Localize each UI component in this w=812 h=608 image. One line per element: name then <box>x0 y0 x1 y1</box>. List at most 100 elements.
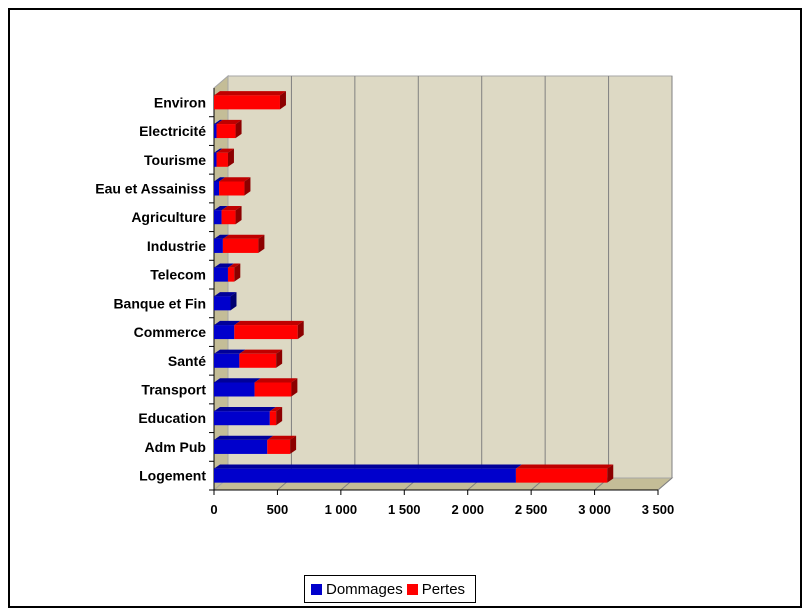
bar-top-pertes <box>267 435 297 440</box>
bar-top-dommages <box>214 148 223 153</box>
bar-top-pertes <box>219 177 251 182</box>
bar-end-pertes <box>227 148 234 167</box>
bar-end-pertes <box>276 349 283 368</box>
bar-top-pertes <box>222 234 265 239</box>
bar-dommages <box>214 238 223 253</box>
bar-end-pertes <box>235 119 242 139</box>
chart-frame: 0 500 1 000 1 500 2 000 2 500 3 000 3 500 Logeme… <box>8 8 802 608</box>
plot-back-wall <box>227 75 673 479</box>
bar-top-dommages <box>214 435 274 440</box>
bar-pertes <box>222 238 259 253</box>
bar-top-dommages <box>214 378 261 383</box>
x-tick-label: 1 000 <box>325 502 358 517</box>
bar-end-pertes <box>244 177 251 196</box>
bar-end-pertes <box>291 378 298 397</box>
legend-label-dommages: Dommages <box>326 580 403 598</box>
bar-dommages <box>214 181 220 196</box>
bar-dommages <box>214 210 222 225</box>
bar-end-pertes <box>297 320 304 340</box>
bar-pertes <box>221 210 236 225</box>
bar-dommages <box>214 296 231 311</box>
category-label: Commerce <box>134 324 207 340</box>
bar-top-dommages <box>214 206 228 211</box>
bar-top-dommages <box>214 234 229 239</box>
bar-top-pertes <box>214 91 286 96</box>
category-label: Banque et Fin <box>113 295 206 311</box>
bar-end-pertes <box>607 464 614 483</box>
bar-dommages <box>214 382 255 397</box>
category-label: Eau et Assainiss <box>95 181 206 197</box>
bar-dommages <box>214 152 217 167</box>
category-label: Adm Pub <box>145 439 206 455</box>
bar-top-dommages <box>214 320 241 326</box>
bar-top-pertes <box>239 349 283 354</box>
bar-top-dommages <box>214 349 246 354</box>
gridline-floor <box>657 477 673 491</box>
bar-top-dommages <box>214 177 226 182</box>
bar-end-pertes <box>235 206 242 225</box>
bar-pertes <box>234 325 298 340</box>
bar-chart: 0 500 1 000 1 500 2 000 2 500 3 000 3 500 Logeme… <box>95 74 675 517</box>
bar-pertes <box>216 152 228 167</box>
bar-dommages <box>214 124 217 139</box>
plot-side-wall <box>213 74 229 492</box>
bar-top-pertes <box>254 378 298 383</box>
bar-pertes <box>254 382 292 397</box>
bar-dommages <box>214 468 516 483</box>
legend-item-pertes: Pertes <box>406 580 466 598</box>
category-label: Transport <box>141 382 206 398</box>
bar-top-dommages <box>214 292 237 297</box>
bar-top-pertes <box>515 464 614 469</box>
bar-top-pertes <box>227 263 241 268</box>
bar-top-pertes <box>234 320 304 326</box>
bar-dommages <box>214 353 240 368</box>
bar-top-dommages <box>214 119 223 125</box>
bar-top-pertes <box>216 148 234 153</box>
bar-top-dommages <box>214 263 234 268</box>
bar-pertes <box>227 267 235 282</box>
bar-end-pertes <box>279 91 286 110</box>
bar-pertes <box>219 181 245 196</box>
bar-end-pertes <box>234 263 241 282</box>
bar-top-dommages <box>214 464 522 469</box>
x-tick-label: 3 000 <box>578 502 611 517</box>
bar-dommages <box>214 439 268 454</box>
bar-dommages <box>214 267 228 282</box>
category-label: Industrie <box>147 238 206 254</box>
bar-top-dommages <box>214 407 276 412</box>
bar-top-pertes <box>216 119 242 125</box>
x-tick-label: 500 <box>267 502 289 517</box>
x-tick-label: 0 <box>210 502 217 517</box>
category-label: Tourisme <box>144 152 206 168</box>
bar-pertes <box>239 353 277 368</box>
category-label: Electricité <box>139 123 206 139</box>
bar-end-dommages <box>230 292 237 311</box>
bar-pertes <box>267 439 291 454</box>
bar-dommages <box>214 411 270 426</box>
bar-pertes <box>515 468 608 483</box>
x-tick-label: 2 500 <box>515 502 548 517</box>
bar-top-pertes <box>269 407 283 412</box>
x-tick-label: 3 500 <box>642 502 675 517</box>
x-tick-label: 2 000 <box>451 502 484 517</box>
bar-pertes <box>216 124 236 139</box>
bar-pertes <box>214 95 280 110</box>
legend-label-pertes: Pertes <box>421 580 466 598</box>
category-label: Environ <box>154 94 206 110</box>
legend-swatch-pertes <box>406 583 418 595</box>
category-label: Education <box>138 410 206 426</box>
category-label: Logement <box>139 468 206 484</box>
category-label: Agriculture <box>131 209 206 225</box>
category-label: Santé <box>168 353 206 369</box>
bar-end-pertes <box>276 407 283 426</box>
x-tick-label: 1 500 <box>388 502 421 517</box>
bar-end-pertes <box>290 435 297 454</box>
category-label: Telecom <box>150 267 206 283</box>
legend: Dommages Pertes <box>304 575 477 603</box>
legend-item-dommages: Dommages <box>311 581 403 598</box>
bar-pertes <box>269 411 277 426</box>
bar-end-pertes <box>258 234 265 253</box>
legend-swatch-dommages <box>311 583 322 595</box>
bar-top-pertes <box>221 206 242 211</box>
bar-dommages <box>214 325 235 340</box>
